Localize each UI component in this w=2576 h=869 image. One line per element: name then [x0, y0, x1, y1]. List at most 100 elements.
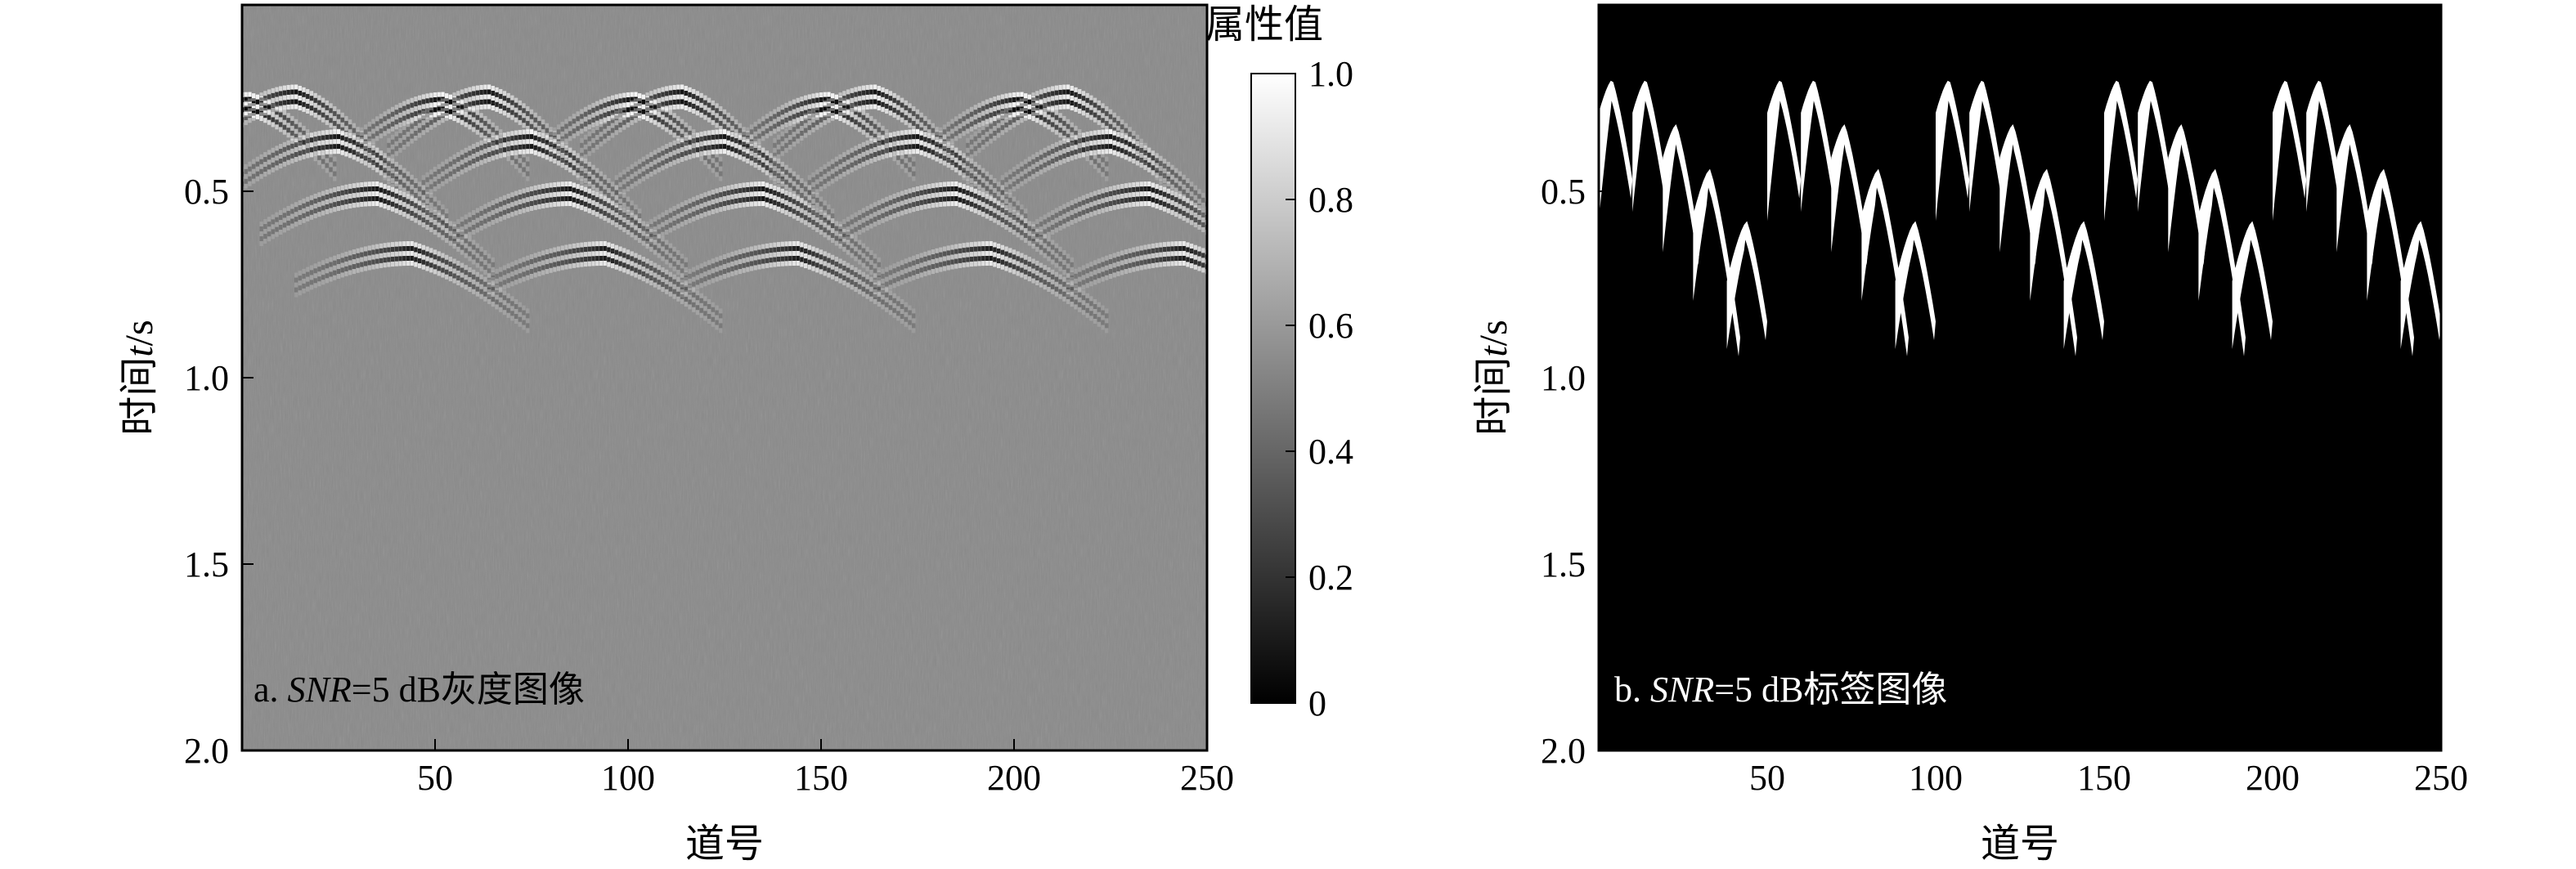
- wavelet-mark: [915, 134, 920, 140]
- wavelet-mark: [433, 97, 438, 103]
- wavelet-mark: [587, 208, 591, 213]
- wavelet-mark: [885, 302, 889, 307]
- wavelet-mark: [375, 196, 379, 201]
- wavelet-mark: [850, 87, 854, 93]
- wavelet-mark: [831, 96, 835, 101]
- wavelet-mark: [803, 95, 808, 101]
- wavelet-mark: [753, 265, 757, 271]
- wavelet-mark: [452, 278, 456, 284]
- wavelet-mark: [406, 186, 411, 191]
- wavelet-mark: [823, 92, 827, 97]
- wavelet-mark: [726, 204, 730, 210]
- wavelet-mark: [954, 156, 958, 162]
- wavelet-mark: [641, 221, 646, 226]
- wavelet-mark: [487, 289, 491, 294]
- wavelet-mark: [869, 218, 873, 224]
- wavelet-mark: [719, 161, 723, 167]
- wavelet-mark: [688, 213, 692, 218]
- wavelet-mark: [248, 103, 252, 109]
- wavelet-mark: [383, 258, 387, 263]
- wavelet-mark: [958, 192, 963, 198]
- wavelet-mark: [881, 96, 885, 102]
- wavelet-mark: [707, 135, 711, 141]
- wavelet-mark: [626, 210, 631, 216]
- wavelet-mark: [549, 182, 553, 188]
- wavelet-mark: [958, 170, 963, 176]
- wavelet-mark: [549, 127, 553, 132]
- wavelet-mark: [252, 108, 256, 114]
- wavelet-mark: [680, 222, 684, 227]
- wavelet-mark: [549, 151, 553, 157]
- wavelet-mark: [429, 192, 433, 198]
- wavelet-mark: [800, 198, 804, 204]
- wavelet-mark: [394, 105, 398, 110]
- wavelet-mark: [522, 198, 526, 204]
- wavelet-mark: [950, 142, 954, 148]
- wavelet-mark: [336, 129, 341, 135]
- wavelet-mark: [417, 123, 422, 128]
- wavelet-mark: [726, 112, 730, 118]
- wavelet-mark: [479, 225, 483, 231]
- wavelet-mark: [680, 207, 684, 213]
- wavelet-mark: [726, 122, 730, 128]
- wavelet-mark: [692, 216, 696, 222]
- wavelet-mark: [275, 165, 279, 171]
- wavelet-mark: [854, 267, 858, 272]
- wavelet-mark: [406, 181, 411, 186]
- wavelet-mark: [553, 138, 557, 144]
- wavelet-mark: [919, 140, 923, 146]
- wavelet-mark: [610, 123, 615, 128]
- wavelet-mark: [279, 117, 283, 123]
- wavelet-mark: [414, 177, 418, 183]
- wavelet-mark: [263, 110, 267, 116]
- wavelet-mark: [506, 278, 510, 284]
- wavelet-mark: [487, 277, 491, 283]
- wavelet-mark: [599, 261, 604, 267]
- wavelet-mark: [842, 157, 846, 163]
- wavelet-mark: [275, 106, 279, 112]
- wavelet-mark: [888, 91, 893, 96]
- wavelet-mark: [776, 149, 781, 155]
- wavelet-mark: [475, 85, 480, 91]
- wavelet-mark: [726, 135, 730, 141]
- wavelet-mark: [668, 119, 673, 125]
- wavelet-mark: [873, 253, 877, 259]
- wavelet-mark: [394, 136, 398, 141]
- wavelet-mark: [483, 104, 487, 110]
- wavelet-mark: [900, 154, 904, 159]
- wavelet-mark: [591, 128, 595, 133]
- wavelet-mark: [869, 158, 873, 163]
- wavelet-mark: [680, 287, 684, 293]
- wavelet-mark: [356, 151, 360, 157]
- wavelet-mark: [931, 140, 936, 146]
- wavelet-mark: [846, 94, 850, 100]
- wavelet-mark: [942, 134, 947, 140]
- wavelet-mark: [996, 220, 1001, 226]
- wavelet-mark: [360, 148, 364, 154]
- wavelet-mark: [452, 273, 456, 279]
- wavelet-mark: [298, 285, 302, 291]
- wavelet-mark: [734, 203, 738, 208]
- wavelet-mark: [761, 191, 765, 196]
- wavelet-mark: [317, 110, 321, 115]
- wavelet-mark: [425, 251, 429, 257]
- wavelet-mark: [553, 201, 557, 207]
- wavelet-mark: [479, 215, 483, 221]
- wavelet-mark: [661, 150, 665, 156]
- wavelet-mark: [375, 249, 379, 254]
- wavelet-mark: [398, 137, 402, 143]
- wavelet-mark: [753, 121, 757, 127]
- wavelet-mark: [564, 155, 568, 160]
- wavelet-mark: [1016, 213, 1020, 218]
- wavelet-mark: [398, 256, 402, 262]
- wavelet-mark: [715, 118, 719, 123]
- wavelet-mark: [618, 266, 622, 271]
- wavelet-mark: [483, 89, 487, 95]
- wavelet-mark: [518, 100, 522, 105]
- wavelet-mark: [715, 139, 719, 145]
- wavelet-mark: [773, 247, 777, 253]
- wavelet-mark: [834, 99, 839, 105]
- wavelet-mark: [738, 135, 743, 141]
- wavelet-mark: [522, 262, 526, 267]
- wavelet-mark: [313, 278, 317, 284]
